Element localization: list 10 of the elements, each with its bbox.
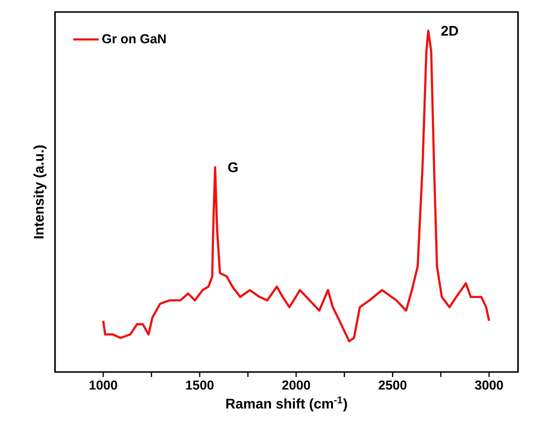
annotation: 2D	[441, 26, 458, 36]
x-tick-label: 1500	[186, 380, 214, 390]
y-axis-title: Intensity (a.u.)	[33, 145, 46, 238]
x-tick-label: 3000	[474, 380, 503, 390]
annotation: G	[228, 162, 238, 172]
x-tick-label: 1000	[90, 380, 118, 390]
x-axis-title: Raman shift (cm$^{-1}$)	[226, 396, 347, 412]
x-tick-label: 2500	[378, 380, 406, 390]
legend-label: Gr on GaN	[102, 34, 166, 44]
x-tick-label: 2000	[282, 380, 310, 390]
